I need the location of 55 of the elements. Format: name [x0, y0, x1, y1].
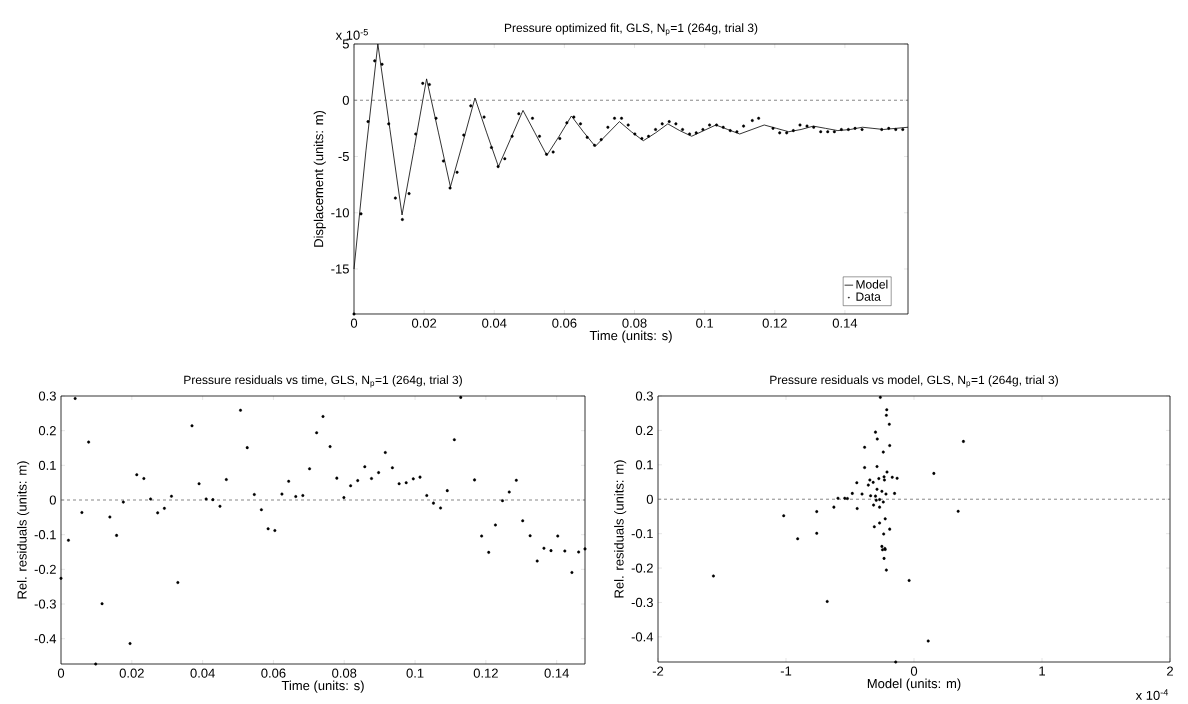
y-tick-label: 0.1 — [635, 460, 653, 470]
x-axis-title: Model (units: m) — [867, 678, 961, 691]
text: x 10$^{-4}$ — [1135, 689, 1169, 700]
y-tick-label: -0.2 — [631, 563, 653, 573]
x-tick-label: 2 — [1167, 666, 1173, 676]
x-axis-title: Time (units: s) — [281, 680, 364, 693]
text: x 10$^{-5}$ — [335, 29, 368, 40]
x-tick-label: -2 — [652, 666, 664, 676]
y-tick-label: -0.4 — [631, 632, 654, 642]
y-tick-label: 5 — [342, 39, 349, 49]
x-tick-label: 0.08 — [332, 668, 357, 678]
y-tick-label: -0.3 — [34, 599, 56, 609]
y-tick-label: -0.1 — [631, 529, 653, 539]
x-tick-label: 0.14 — [832, 318, 858, 328]
x-axis-title: Time (units: s) — [589, 330, 672, 343]
x-tick-label: 1 — [1039, 666, 1045, 676]
y-tick-label: -10 — [331, 208, 349, 218]
legend-label: Data — [856, 292, 881, 301]
y-tick-label: -15 — [331, 264, 349, 274]
y-tick-label: 0 — [342, 95, 349, 105]
x-tick-label: 0.1 — [696, 318, 714, 328]
y-tick-label: -0.4 — [34, 634, 57, 644]
y-tick-label: 0 — [49, 495, 56, 505]
y-tick-label: 0 — [646, 494, 653, 504]
legend-label: Model — [856, 279, 888, 289]
x-tick-label: 0.1 — [406, 668, 424, 678]
y-tick-label: -0.3 — [631, 597, 653, 608]
y-axis-title: Displacement (units: m) — [313, 110, 326, 247]
y-tick-label: -0.1 — [34, 530, 56, 540]
x-tick-label: 0 — [350, 318, 358, 328]
x-tick-label: -1 — [780, 666, 792, 676]
x-tick-label: 0.04 — [190, 668, 215, 678]
y-tick-label: 0.2 — [38, 426, 56, 436]
chart-title: Pressure residuals vs model, GLS, N$_{p}$=1 (264g, trial 3) — [770, 375, 1058, 388]
x-tick-label: 0.04 — [482, 318, 507, 328]
x-tick-label: 0.02 — [119, 668, 144, 678]
x-tick-label: 0.06 — [552, 318, 577, 328]
x-tick-label: 0.14 — [544, 668, 569, 678]
chart-title: Pressure residuals vs time, GLS, N$_{p}$=1 (264g, trial 3) — [184, 375, 462, 388]
y-tick-label: 0.1 — [38, 460, 56, 470]
x-tick-label: 0.06 — [261, 668, 286, 678]
y-tick-label: 0.3 — [635, 391, 653, 401]
chart-title: Pressure optimized fit, GLS, N$_{p}$=1 (264g, trial 3) — [504, 23, 758, 36]
x-tick-label: 0 — [910, 666, 918, 676]
x-tick-label: 0.02 — [411, 318, 437, 328]
y-tick-label: -5 — [338, 151, 349, 162]
y-tick-label: 0.3 — [38, 391, 56, 401]
y-tick-label: -0.2 — [34, 564, 56, 574]
y-axis-title: Rel. residuals (units: m) — [614, 460, 627, 598]
x-tick-label: 0.12 — [762, 318, 787, 328]
x-tick-label: 0.08 — [622, 318, 647, 328]
y-tick-label: 0.2 — [635, 425, 653, 436]
x-tick-label: 0.12 — [473, 668, 498, 678]
x-tick-label: 0 — [57, 668, 65, 678]
y-axis-title: Rel. residuals (units: m) — [17, 461, 30, 599]
